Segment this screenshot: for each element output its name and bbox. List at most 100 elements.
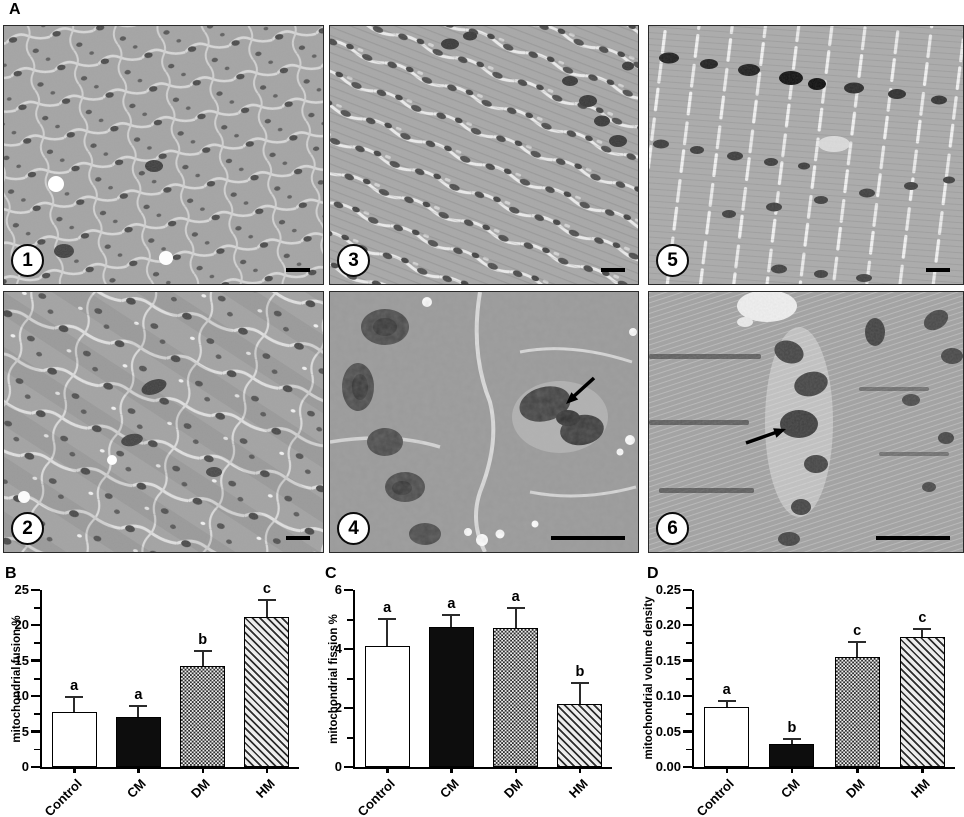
error-bar xyxy=(717,699,736,707)
x-axis-category-label: Control xyxy=(354,776,398,817)
y-axis-tick-label: 15 xyxy=(14,652,29,668)
error-bar-line xyxy=(265,600,268,617)
chart-c-y-axis-title: mitochondrial fission % xyxy=(328,614,340,744)
error-bar-line xyxy=(386,619,389,647)
y-axis-major-tick xyxy=(682,730,692,733)
x-axis-category-label: HM xyxy=(908,776,933,801)
y-axis-major-tick xyxy=(30,730,40,733)
y-axis-minor-tick xyxy=(34,713,40,715)
error-bar-line xyxy=(725,701,728,707)
y-axis-major-tick xyxy=(30,659,40,662)
y-axis-minor-tick xyxy=(347,736,353,739)
significance-letter: a xyxy=(447,595,456,612)
x-axis-category-label: DM xyxy=(188,776,214,801)
significance-letter: b xyxy=(198,632,208,649)
x-axis-tick xyxy=(137,767,140,773)
y-axis-minor-tick xyxy=(686,677,692,680)
error-bar-line xyxy=(790,740,793,745)
panel-a-label: A xyxy=(9,1,21,18)
significance-letter: b xyxy=(575,663,585,680)
bar-hm xyxy=(244,616,290,767)
y-axis-minor-tick xyxy=(686,606,692,609)
y-axis-tick-label: 0 xyxy=(334,759,342,774)
x-axis-tick xyxy=(73,767,76,773)
chart-b-plot-area: 0 5 10 15 20 25 a Control a CM b DM c HM xyxy=(15,581,299,817)
y-axis-major-tick xyxy=(682,623,692,627)
chart-d-y-axis-title: mitochondrial volume density xyxy=(643,596,655,760)
micrograph-number-badge: 6 xyxy=(656,512,689,545)
significance-letter: a xyxy=(134,686,143,703)
micrograph-number: 4 xyxy=(348,518,359,539)
x-axis-tick xyxy=(201,767,205,773)
error-bar xyxy=(65,696,84,713)
x-axis-category-label: DM xyxy=(842,776,868,801)
micrograph-number: 2 xyxy=(22,518,33,539)
chart-d-plot-area: 0.00 0.05 0.10 0.15 0.20 0.25 a Control b CM c DM c H… xyxy=(656,582,955,817)
y-axis-tick-label: 0.10 xyxy=(655,688,681,704)
y-axis-tick-label: 0.25 xyxy=(655,582,681,597)
error-bar xyxy=(129,704,148,718)
significance-letter: c xyxy=(918,609,927,626)
x-axis-tick xyxy=(265,767,269,773)
x-axis-category-label: CM xyxy=(777,776,803,801)
y-axis-major-tick xyxy=(682,765,692,768)
bar-control xyxy=(704,706,750,767)
y-axis-major-tick xyxy=(30,588,40,591)
y-axis-minor-tick xyxy=(34,677,40,680)
error-bar xyxy=(782,738,801,745)
micrograph-number-badge: 3 xyxy=(337,244,370,277)
significance-letter: a xyxy=(722,681,731,698)
micrograph-number-badge: 5 xyxy=(656,244,689,277)
error-bar-line xyxy=(201,652,204,667)
y-axis-major-tick xyxy=(682,588,692,591)
em-texture xyxy=(649,292,963,552)
error-bar xyxy=(378,617,397,647)
y-axis-tick-label: 10 xyxy=(14,688,29,704)
x-axis-category-label: Control xyxy=(41,776,85,817)
significance-letter: c xyxy=(853,623,862,640)
em-micrograph-6: 6 xyxy=(648,291,964,553)
bar-control xyxy=(51,712,97,767)
error-bar xyxy=(257,598,276,617)
error-bar xyxy=(570,681,589,704)
micrograph-number-badge: 1 xyxy=(11,244,44,277)
scale-bar xyxy=(286,268,310,272)
y-axis-tick-label: 0.15 xyxy=(655,652,681,668)
bar-hm xyxy=(899,637,945,767)
bar-cm xyxy=(115,717,161,767)
x-axis-tick xyxy=(578,767,582,773)
error-bar-line xyxy=(73,698,76,713)
panel-d-label: D xyxy=(647,565,659,582)
y-axis-major-tick xyxy=(343,765,353,768)
bar-dm xyxy=(834,656,880,767)
error-bar-line xyxy=(921,629,924,638)
em-micrograph-1: 1 xyxy=(3,25,324,285)
em-micrograph-4: 4 xyxy=(329,291,639,553)
y-axis-major-tick xyxy=(30,694,40,698)
micrograph-number: 5 xyxy=(667,250,678,271)
y-axis-minor-tick xyxy=(34,748,40,751)
significance-letter: a xyxy=(383,599,392,616)
x-axis-category-label: HM xyxy=(252,776,278,801)
error-bar xyxy=(193,650,212,667)
x-axis-tick xyxy=(450,767,453,773)
x-axis-category-label: Control xyxy=(693,776,738,817)
error-bar-line xyxy=(137,706,140,718)
significance-letter: a xyxy=(70,678,79,695)
y-axis-major-tick xyxy=(343,588,353,591)
em-micrograph-2: 2 xyxy=(3,291,324,553)
x-axis-tick xyxy=(856,767,859,773)
significance-letter: c xyxy=(262,580,271,597)
x-axis-tick xyxy=(725,767,729,773)
y-axis-minor-tick xyxy=(686,642,692,645)
x-axis-tick xyxy=(790,767,794,773)
y-axis-major-tick xyxy=(682,659,692,662)
bar-dm xyxy=(493,628,539,767)
y-axis-tick-label: 0.05 xyxy=(655,723,681,739)
scale-bar xyxy=(876,536,950,540)
chart-c-plot-area: 0 2 4 6 a Control a CM a DM b HM xyxy=(335,582,612,817)
y-axis-tick-label: 0.00 xyxy=(655,759,681,774)
bar-cm xyxy=(769,744,815,767)
micrograph-number-badge: 4 xyxy=(337,512,370,545)
bar-cm xyxy=(428,626,474,767)
